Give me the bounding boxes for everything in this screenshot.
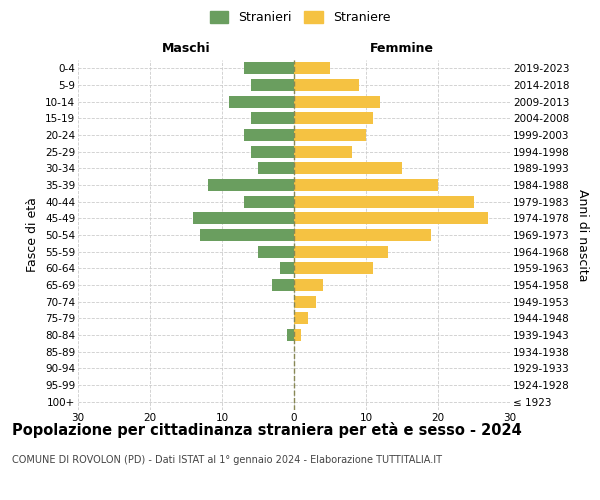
Bar <box>200 229 294 241</box>
Y-axis label: Fasce di età: Fasce di età <box>26 198 40 272</box>
Text: Maschi: Maschi <box>161 42 211 55</box>
Bar <box>294 312 308 324</box>
Legend: Stranieri, Straniere: Stranieri, Straniere <box>205 6 395 29</box>
Bar <box>280 262 294 274</box>
Bar <box>294 246 388 258</box>
Bar <box>294 212 488 224</box>
Bar <box>294 62 330 74</box>
Bar <box>208 179 294 191</box>
Bar <box>294 229 431 241</box>
Bar <box>294 179 438 191</box>
Text: Femmine: Femmine <box>370 42 434 55</box>
Text: Popolazione per cittadinanza straniera per età e sesso - 2024: Popolazione per cittadinanza straniera p… <box>12 422 522 438</box>
Bar <box>193 212 294 224</box>
Bar <box>244 196 294 207</box>
Bar <box>272 279 294 291</box>
Bar <box>294 262 373 274</box>
Bar <box>294 129 366 141</box>
Bar <box>294 196 474 207</box>
Bar <box>294 279 323 291</box>
Bar <box>258 162 294 174</box>
Bar <box>258 246 294 258</box>
Bar <box>294 162 402 174</box>
Y-axis label: Anni di nascita: Anni di nascita <box>576 188 589 281</box>
Bar <box>244 129 294 141</box>
Bar <box>251 112 294 124</box>
Text: COMUNE DI ROVOLON (PD) - Dati ISTAT al 1° gennaio 2024 - Elaborazione TUTTITALIA: COMUNE DI ROVOLON (PD) - Dati ISTAT al 1… <box>12 455 442 465</box>
Bar <box>294 296 316 308</box>
Bar <box>294 329 301 341</box>
Bar <box>229 96 294 108</box>
Bar <box>294 79 359 91</box>
Bar <box>251 79 294 91</box>
Bar <box>294 96 380 108</box>
Bar <box>244 62 294 74</box>
Bar <box>294 112 373 124</box>
Bar <box>294 146 352 158</box>
Bar <box>287 329 294 341</box>
Bar <box>251 146 294 158</box>
